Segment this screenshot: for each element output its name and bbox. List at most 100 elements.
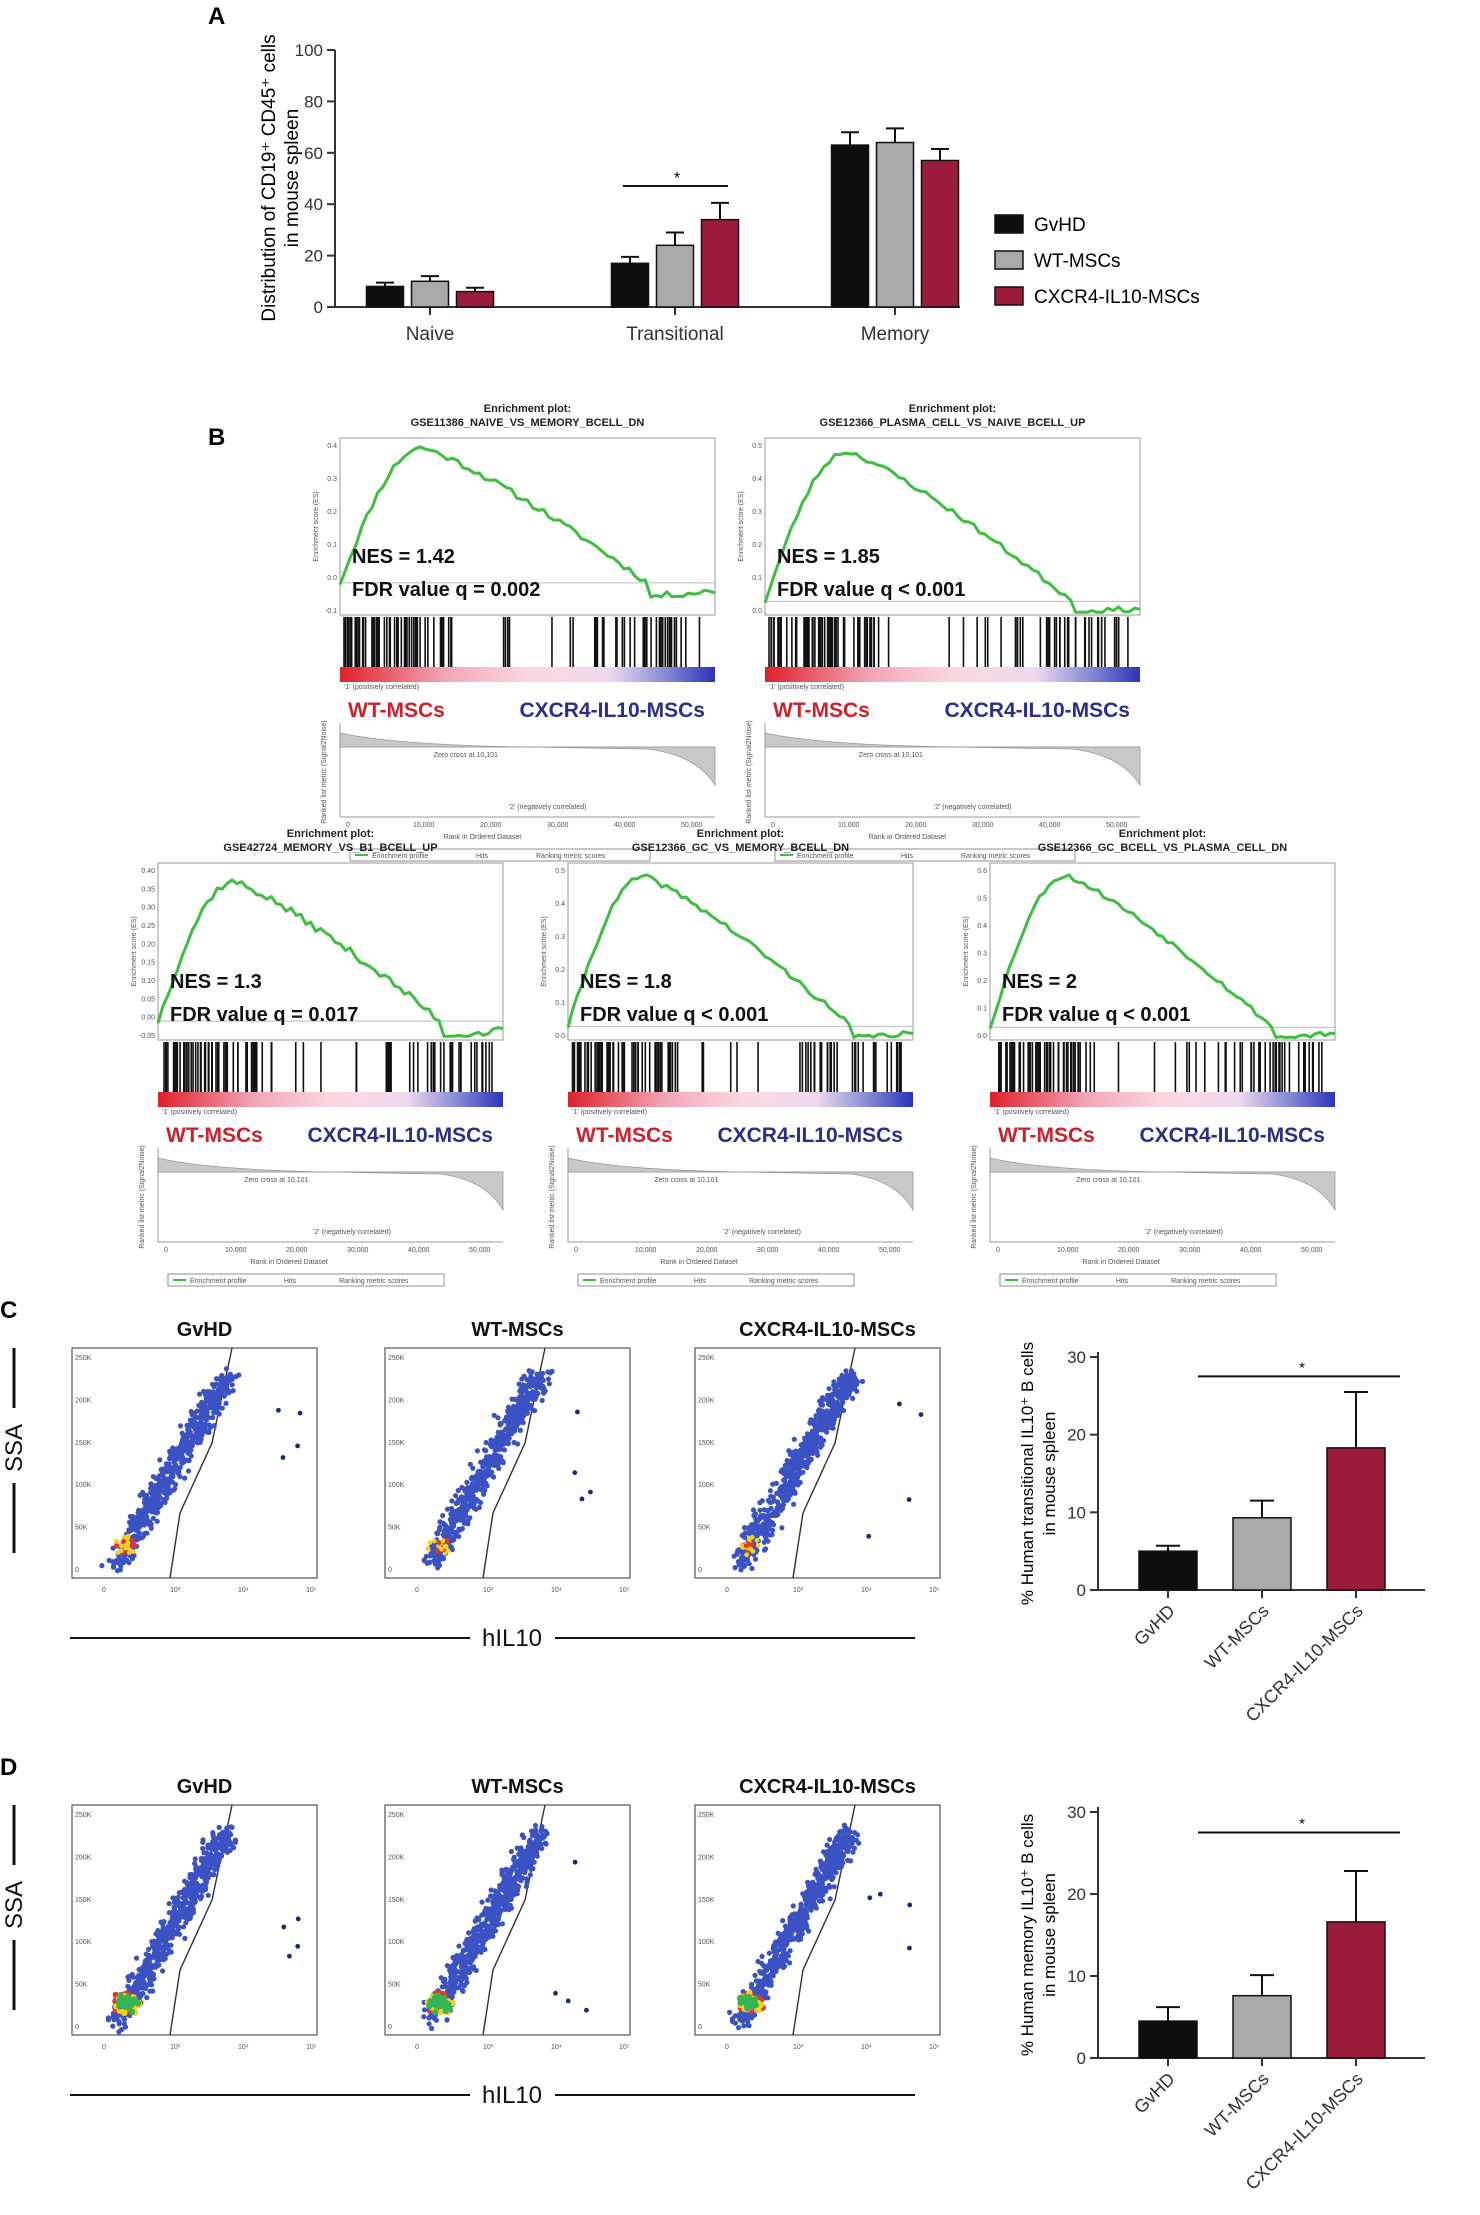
flow-event-dot bbox=[529, 1833, 536, 1839]
flow-event-dot bbox=[507, 1412, 513, 1418]
flow-event-dot bbox=[485, 1897, 491, 1903]
flow-event-dot bbox=[203, 1421, 209, 1427]
flow-event-dot bbox=[836, 1834, 842, 1840]
flow-event-dot bbox=[761, 1539, 767, 1545]
flow-event-dot bbox=[470, 1498, 476, 1504]
flow-event-dot bbox=[784, 1457, 790, 1464]
flow-event-dot bbox=[762, 1992, 768, 1998]
flow-event-dot bbox=[501, 1447, 508, 1453]
flow-event-dot bbox=[521, 1373, 527, 1379]
flow-event-dot bbox=[116, 2021, 122, 2027]
flow-outlier-dot bbox=[295, 1916, 301, 1922]
flow-event-dot bbox=[177, 1464, 183, 1471]
rank-tick: 30,000 bbox=[547, 822, 569, 829]
flow-event-dot bbox=[516, 1851, 522, 1857]
flow-event-dot bbox=[152, 1492, 158, 1499]
flow-y-tick: 200K bbox=[75, 1397, 92, 1404]
flow-group-title: CXCR4-IL10-MSCs bbox=[739, 1776, 916, 1798]
flow-y-tick: 150K bbox=[75, 1440, 92, 1447]
fdr-value: FDR value q < 0.001 bbox=[777, 579, 965, 601]
flow-event-dot bbox=[492, 1919, 498, 1925]
flow-event-dot bbox=[532, 1822, 539, 1829]
flow-event-dot bbox=[539, 1845, 545, 1852]
flow-event-dot bbox=[818, 1864, 824, 1870]
flow-event-dot bbox=[194, 1893, 200, 1899]
y-tick-label: 30 bbox=[1067, 1348, 1086, 1367]
flow-event-dot bbox=[148, 1525, 154, 1531]
flow-dense-dot bbox=[437, 2008, 445, 2016]
flow-event-dot bbox=[455, 1969, 461, 1975]
flow-event-dot bbox=[470, 1488, 476, 1494]
flow-event-dot bbox=[777, 1486, 783, 1492]
flow-event-dot bbox=[487, 1930, 493, 1936]
flow-event-dot bbox=[492, 1458, 498, 1464]
flow-event-dot bbox=[512, 1877, 518, 1884]
es-tick: 0.00 bbox=[141, 1015, 155, 1022]
flow-event-dot bbox=[216, 1824, 222, 1830]
enrichment-curve bbox=[988, 873, 1336, 1040]
flow-outlier-dot bbox=[297, 1410, 303, 1416]
flow-y-tick: 200K bbox=[75, 1854, 92, 1861]
flow-event-dot bbox=[183, 1920, 189, 1926]
enrichment-curve bbox=[338, 445, 716, 599]
flow-y-tick: 50K bbox=[388, 1525, 401, 1532]
flow-event-dot bbox=[150, 1515, 156, 1521]
flow-y-tick: 250K bbox=[698, 1355, 715, 1362]
flow-event-dot bbox=[169, 1454, 175, 1460]
legend-item: Hits bbox=[476, 853, 489, 860]
flow-event-dot bbox=[828, 1857, 834, 1863]
flow-event-dot bbox=[546, 1381, 552, 1387]
flow-event-dot bbox=[229, 1824, 235, 1830]
flow-event-dot bbox=[843, 1368, 849, 1374]
flow-event-dot bbox=[126, 1974, 132, 1980]
ranking-metric-area bbox=[339, 732, 716, 787]
rank-tick: 40,000 bbox=[408, 1247, 430, 1254]
flow-event-dot bbox=[129, 1988, 135, 1994]
gate-line bbox=[792, 1804, 856, 2036]
flow-event-dot bbox=[526, 1368, 532, 1374]
flow-event-dot bbox=[767, 1488, 774, 1494]
flow-dense-dot bbox=[440, 1994, 447, 2002]
flow-event-dot bbox=[150, 1944, 156, 1950]
flow-x-tick: 10⁴ bbox=[551, 1587, 562, 1594]
flow-event-dot bbox=[510, 1422, 517, 1428]
panel-c-letter: C bbox=[0, 1297, 17, 1324]
flow-y-tick: 250K bbox=[75, 1355, 92, 1362]
flow-event-dot bbox=[533, 1838, 539, 1844]
flow-event-dot bbox=[790, 1903, 796, 1909]
flow-event-dot bbox=[210, 1832, 216, 1838]
flow-event-dot bbox=[140, 1991, 146, 1997]
flow-event-dot bbox=[495, 1429, 501, 1435]
flow-event-dot bbox=[150, 1474, 156, 1480]
flow-event-dot bbox=[213, 1863, 219, 1870]
flow-event-dot bbox=[773, 1939, 779, 1945]
rank-tick: 30,000 bbox=[1179, 1247, 1201, 1254]
es-tick: -0.05 bbox=[139, 1033, 155, 1040]
flow-event-dot bbox=[125, 1983, 131, 1989]
flow-event-dot bbox=[781, 1950, 787, 1956]
flow-event-dot bbox=[430, 1546, 436, 1552]
negative-corr-label: '2' (negatively correlated) bbox=[723, 1229, 801, 1236]
bar-gvhd bbox=[365, 285, 405, 308]
flow-event-dot bbox=[751, 1987, 757, 1994]
flow-y-tick: 100K bbox=[698, 1939, 715, 1946]
es-y-label: Enrichment score (ES) bbox=[541, 916, 548, 986]
flow-event-dot bbox=[227, 1840, 233, 1846]
flow-event-dot bbox=[195, 1415, 201, 1421]
flow-event-dot bbox=[471, 1954, 477, 1960]
flow-event-dot bbox=[211, 1410, 217, 1416]
es-y-label: Enrichment score (ES) bbox=[738, 491, 745, 561]
flow-event-dot bbox=[144, 1530, 150, 1536]
flow-dense-dot bbox=[117, 1992, 124, 1999]
flow-event-dot bbox=[190, 1439, 196, 1445]
flow-event-dot bbox=[534, 1383, 540, 1389]
flow-event-dot bbox=[440, 1532, 446, 1538]
fdr-value: FDR value q < 0.001 bbox=[1002, 1004, 1190, 1026]
flow-event-dot bbox=[136, 1530, 142, 1536]
flow-event-dot bbox=[168, 1925, 174, 1931]
flow-y-tick: 250K bbox=[388, 1355, 405, 1362]
flow-event-dot bbox=[791, 1466, 798, 1472]
flow-event-dot bbox=[779, 1504, 785, 1510]
flow-event-dot bbox=[459, 1973, 465, 1979]
es-tick: 0.0 bbox=[977, 1033, 987, 1040]
